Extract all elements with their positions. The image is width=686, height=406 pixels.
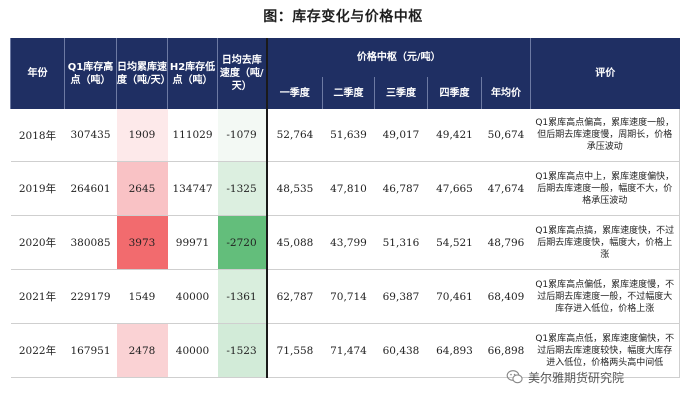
- cell-accum-speed: 1549: [116, 269, 168, 324]
- cell-year: 2021年: [10, 269, 65, 324]
- table-row: 2018年 307435 1909 111029 -1079 52,764 51…: [10, 109, 680, 162]
- cell-comment: Q1累库高点偏低，累库速度慢，不过后期去库速度一般，不过幅度大库存进入低位，价格…: [530, 269, 680, 324]
- cell-q1-price: 52,764: [265, 109, 323, 162]
- cell-q1-price: 62,787: [265, 269, 323, 324]
- header-q1-peak: Q1库存高点（吨）: [64, 38, 117, 109]
- cell-accum-speed: 2645: [116, 161, 168, 216]
- cell-q3-price: 69,387: [374, 269, 428, 324]
- cell-q1-price: 71,558: [265, 323, 323, 378]
- table-row: 2021年 229179 1549 40000 -1361 62,787 70,…: [10, 269, 680, 324]
- cell-q4-price: 47,665: [427, 161, 482, 216]
- wechat-icon: [506, 370, 523, 384]
- cell-h2-low: 40000: [167, 269, 218, 324]
- cell-annual-price: 66,898: [481, 323, 531, 378]
- cell-comment: Q1累库高点偏高，累库速度一般，但后期去库速度慢，周期长，价格承压波动: [530, 109, 680, 162]
- cell-annual-price: 50,674: [481, 109, 531, 162]
- cell-year: 2018年: [10, 109, 65, 162]
- cell-q4-price: 54,521: [427, 215, 482, 270]
- table-row: 2020年 380085 3973 99971 -2720 45,088 43,…: [10, 215, 680, 270]
- header-q2: 二季度: [322, 77, 375, 109]
- watermark-text: 美尔雅期货研究院: [528, 370, 625, 385]
- header-annual: 年均价: [481, 77, 531, 109]
- cell-q1-price: 45,088: [265, 215, 323, 270]
- header-accum-speed: 日均累库速度（吨/天）: [116, 38, 168, 109]
- cell-q4-price: 64,893: [427, 323, 482, 378]
- cell-annual-price: 47,674: [481, 161, 531, 216]
- header-destock-speed: 日均去库速度（吨/天）: [217, 38, 267, 109]
- cell-year: 2020年: [10, 215, 65, 270]
- cell-h2-low: 111029: [167, 109, 218, 162]
- figure-title: 图：库存变化与价格中枢: [263, 9, 423, 25]
- header-h2-low: H2库存低点（吨）: [167, 38, 218, 109]
- cell-destock-speed: -1523: [217, 323, 267, 378]
- cell-q1-peak: 307435: [64, 109, 117, 162]
- header-q1: 一季度: [265, 77, 323, 109]
- header-q3: 三季度: [374, 77, 428, 109]
- cell-annual-price: 48,796: [481, 215, 531, 270]
- header-year: 年份: [10, 38, 65, 109]
- cell-year: 2022年: [10, 323, 65, 378]
- cell-q3-price: 49,017: [374, 109, 428, 162]
- cell-q1-price: 48,535: [265, 161, 323, 216]
- cell-q1-peak: 380085: [64, 215, 117, 270]
- cell-q3-price: 60,438: [374, 323, 428, 378]
- cell-q2-price: 51,639: [322, 109, 375, 162]
- cell-destock-speed: -1079: [217, 109, 267, 162]
- cell-h2-low: 40000: [167, 323, 218, 378]
- cell-q2-price: 47,810: [322, 161, 375, 216]
- table-row: 2022年 167951 2478 40000 -1523 71,558 71,…: [10, 323, 680, 378]
- header-price-group: 价格中枢（元/吨）: [265, 38, 531, 77]
- cell-h2-low: 99971: [167, 215, 218, 270]
- cell-q3-price: 46,787: [374, 161, 428, 216]
- cell-accum-speed: 3973: [116, 215, 168, 270]
- cell-q2-price: 71,474: [322, 323, 375, 378]
- cell-q3-price: 51,316: [374, 215, 428, 270]
- cell-q1-peak: 167951: [64, 323, 117, 378]
- cell-destock-speed: -1325: [217, 161, 267, 216]
- cell-q1-peak: 264601: [64, 161, 117, 216]
- cell-q2-price: 70,714: [322, 269, 375, 324]
- header-q4: 四季度: [427, 77, 482, 109]
- cell-q4-price: 70,461: [427, 269, 482, 324]
- cell-comment: Q1累库高点中上，累库速度偏快，后期去库速度一般，幅度不大，价格承压波动: [530, 161, 680, 216]
- cell-accum-speed: 1909: [116, 109, 168, 162]
- cell-h2-low: 134747: [167, 161, 218, 216]
- cell-year: 2019年: [10, 161, 65, 216]
- cell-q1-peak: 229179: [64, 269, 117, 324]
- cell-q4-price: 49,421: [427, 109, 482, 162]
- cell-comment: Q1累库高点搞，累库速度快，不过后期去库速度快，幅度大，价格上涨: [530, 215, 680, 270]
- cell-q2-price: 43,799: [322, 215, 375, 270]
- watermark: 美尔雅期货研究院: [506, 368, 624, 386]
- cell-destock-speed: -1361: [217, 269, 267, 324]
- inventory-price-table: 年份 Q1库存高点（吨） 日均累库速度（吨/天） H2库存低点（吨） 日均去库速…: [10, 38, 680, 378]
- cell-comment: Q1累库高点低，累库速度偏快，不过后期去库速度较快，幅度大库存进入低位，价格两头…: [530, 323, 680, 378]
- table-row: 2019年 264601 2645 134747 -1325 48,535 47…: [10, 161, 680, 216]
- cell-accum-speed: 2478: [116, 323, 168, 378]
- header-comment: 评价: [530, 38, 680, 109]
- cell-annual-price: 68,409: [481, 269, 531, 324]
- cell-destock-speed: -2720: [217, 215, 267, 270]
